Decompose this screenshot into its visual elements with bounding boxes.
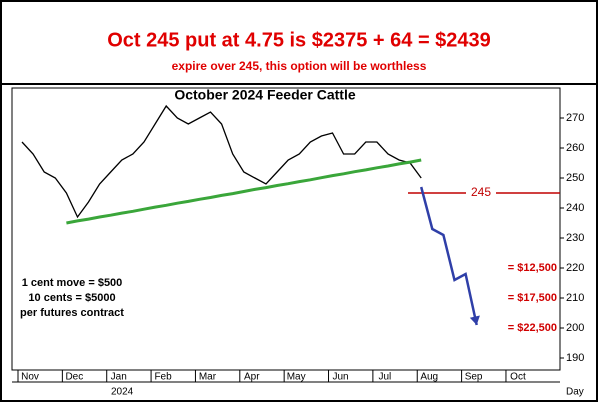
series-line <box>419 186 478 326</box>
x-tick-label: Jun <box>332 372 348 383</box>
x-tick-label: Dec <box>65 372 83 383</box>
x-tick-label: Oct <box>510 372 526 383</box>
dollar-annotation: = $12,500 <box>508 262 557 274</box>
note: per futures contract <box>20 307 124 319</box>
x-tick-label: Mar <box>199 372 217 383</box>
x-tick-label: Aug <box>420 372 438 383</box>
arrow-head <box>469 315 480 325</box>
x-tick-label: Apr <box>244 372 260 383</box>
x-tick-label: Feb <box>154 372 172 383</box>
dollar-annotation: = $17,500 <box>508 292 557 304</box>
y-tick-label: 190 <box>566 352 584 364</box>
y-tick-label: 240 <box>566 202 584 214</box>
series-line <box>21 104 422 219</box>
series-line <box>66 158 422 225</box>
x-tick-label: May <box>287 372 306 383</box>
x-tick-label: Nov <box>21 372 39 383</box>
y-tick-label: 210 <box>566 292 584 304</box>
dollar-annotation: = $22,500 <box>508 322 557 334</box>
headline: Oct 245 put at 4.75 is $2375 + 64 = $243… <box>107 29 491 51</box>
strike-label: 245 <box>471 185 491 199</box>
y-tick-label: 220 <box>566 262 584 274</box>
strike-label-bg <box>466 186 496 200</box>
x-tick-label: Jul <box>378 372 391 383</box>
chart-title: October 2024 Feeder Cattle <box>174 87 356 103</box>
y-tick-label: 260 <box>566 142 584 154</box>
y-tick-label: 200 <box>566 322 584 334</box>
note: 1 cent move = $500 <box>22 277 123 289</box>
note: 10 cents = $5000 <box>28 292 115 304</box>
x-unit-label: Day <box>566 387 584 398</box>
x-tick-label: Sep <box>465 372 483 383</box>
y-tick-label: 250 <box>566 172 584 184</box>
x-tick-label: Jan <box>111 372 127 383</box>
y-tick-label: 270 <box>566 112 584 124</box>
year-label: 2024 <box>111 387 134 398</box>
subtitle: expire over 245, this option will be wor… <box>172 59 427 73</box>
plot-area <box>11 87 561 371</box>
y-tick-label: 230 <box>566 232 584 244</box>
